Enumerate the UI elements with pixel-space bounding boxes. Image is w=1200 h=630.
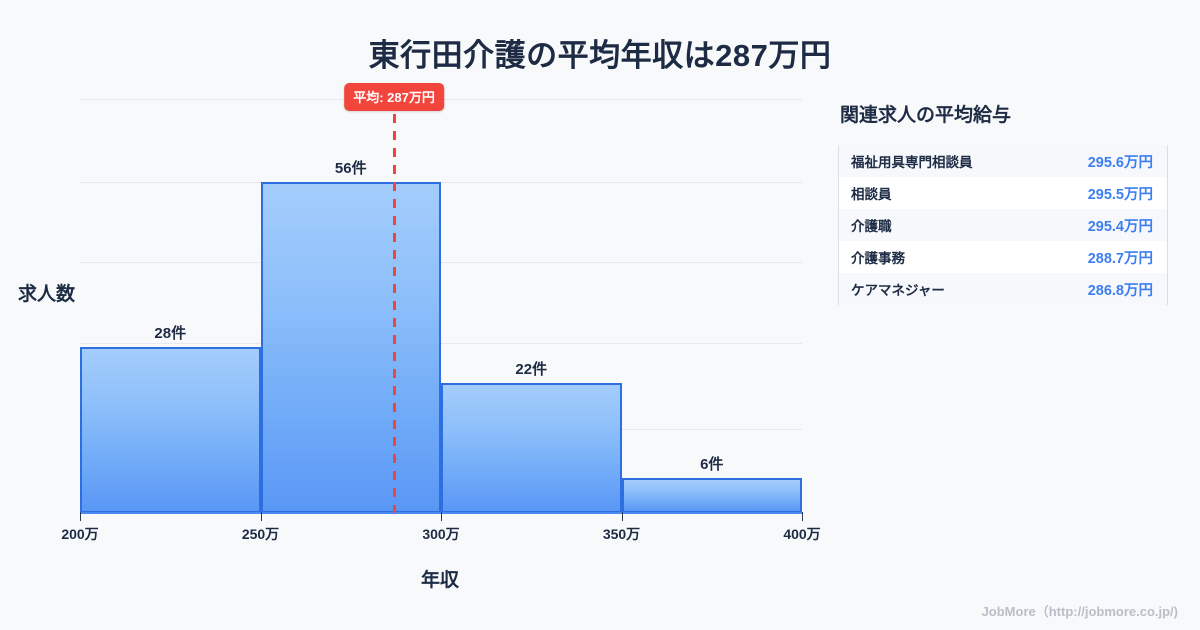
x-axis-tick-label: 200万	[61, 526, 99, 542]
table-row: 福祉用具専門相談員 295.6万円	[839, 145, 1167, 177]
table-row-name: 介護事務	[851, 251, 905, 266]
bar	[260, 181, 441, 513]
average-line	[393, 114, 397, 513]
y-axis-label: 求人数	[18, 284, 76, 305]
gridline	[80, 262, 802, 263]
table-row-value: 286.8万円	[1087, 282, 1153, 299]
table-row-value: 295.4万円	[1087, 218, 1153, 235]
table-row-name: 介護職	[851, 219, 892, 234]
bar-value-label: 56件	[334, 159, 367, 177]
table-row: 介護職 295.4万円	[839, 209, 1167, 241]
watermark: JobMore（http://jobmore.co.jp/)	[981, 604, 1178, 619]
bar-value-label: 6件	[700, 455, 724, 473]
bar	[80, 347, 261, 513]
gridline	[80, 343, 802, 344]
table-row-value: 288.7万円	[1087, 250, 1153, 267]
gridline	[80, 182, 802, 183]
bar	[621, 477, 802, 513]
table-row-value: 295.5万円	[1087, 186, 1153, 203]
table-row-name: ケアマネジャー	[851, 283, 945, 298]
x-axis-tick	[621, 512, 623, 521]
x-axis-label: 年収	[420, 570, 459, 591]
table-row-value: 295.6万円	[1087, 154, 1153, 171]
x-axis-tick-label: 300万	[422, 526, 460, 542]
bar	[441, 382, 622, 513]
x-axis-tick	[260, 512, 262, 521]
table-row: 介護事務 288.7万円	[839, 241, 1167, 273]
x-axis-tick-label: 250万	[241, 526, 280, 542]
bar-value-label: 28件	[154, 325, 187, 343]
average-badge: 平均: 287万円	[344, 83, 444, 111]
x-axis-tick-label: 350万	[602, 526, 641, 542]
panel-title: 関連求人の平均給与	[840, 105, 1012, 126]
salary-table: 福祉用具専門相談員 295.6万円相談員 295.5万円介護職 295.4万円介護事務…	[838, 145, 1168, 305]
table-row-name: 相談員	[851, 187, 892, 202]
page-title: 東行田介護の平均年収は287万円	[368, 38, 832, 73]
chart-plot-area: 28件 56件 22件 6件 平均: 287万円	[80, 83, 803, 521]
table-row: 相談員 295.5万円	[839, 177, 1167, 209]
related-salary-panel: 関連求人の平均給与 福祉用具専門相談員 295.6万円相談員 295.5万円介護職 2…	[838, 100, 1168, 305]
bar-value-label: 22件	[515, 360, 548, 378]
x-axis-tick-label: 400万	[783, 526, 821, 542]
x-axis-tick	[802, 512, 803, 521]
x-axis-tick	[80, 512, 81, 521]
table-row: ケアマネジャー 286.8万円	[839, 273, 1167, 305]
x-axis-tick	[441, 512, 442, 521]
table-row-name: 福祉用具専門相談員	[851, 155, 973, 170]
